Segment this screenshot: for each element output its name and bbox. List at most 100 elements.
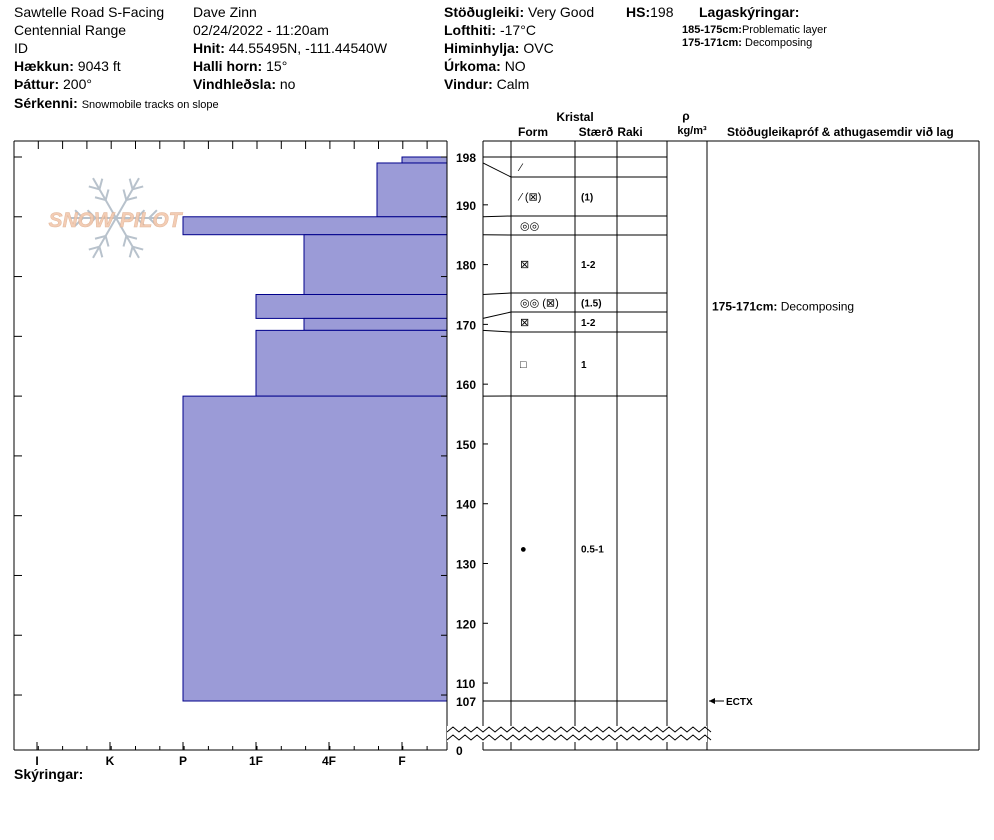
grain-size-value: (1.5) [581,299,602,310]
hardness-tick-label: F [398,754,405,768]
legend-label: Skýringar: [14,766,83,782]
grain-form-symbol: ● [520,544,527,556]
snowflake-branch [74,217,84,227]
grain-form-symbol: ◎◎ (⊠) [520,298,559,310]
elevation-value: 9043 ft [77,58,121,74]
wind-loading-label: Vindhleðsla: [193,76,276,92]
air-temp-field: Lofthiti: -17°C [444,22,536,38]
snowflake-branch [104,189,110,201]
snowflake-branch [132,185,144,191]
hardness-bar [255,293,448,319]
snowflake-branch [88,185,100,191]
layer-note-1-range: 185-175cm: [682,24,742,36]
depth-tick-label: 180 [456,259,476,273]
layer-note-2: 175-171cm: Decomposing [682,37,812,50]
wind-field: Vindur: Calm [444,76,529,92]
stability-label: Stöðugleiki: [444,4,525,20]
logo-text: SNOW PILOT [49,209,184,232]
depth-tick-label: 150 [456,438,476,452]
snowflake-arm [92,177,117,219]
snowflake-arm [115,177,140,219]
grain-form-symbol: ⁄ [517,162,524,174]
hardness-tick-label: P [179,754,187,768]
air-temp-value: -17°C [499,22,536,38]
snowflake-branch [122,235,128,247]
coords-field: Hnit: 44.55495N, -111.44540W [193,40,387,56]
grain-form-symbol: ⁄ (⊠) [517,192,541,204]
layer-note-1-text: Problematic layer [741,24,827,36]
snowflake-branch [126,234,138,240]
snowflake-branch [128,246,134,258]
depth-tick-label: 190 [456,199,476,213]
wind-label: Vindur: [444,76,493,92]
aspect-field: Þáttur: 200° [14,76,92,92]
depth-tick-label: 107 [456,695,476,709]
col-moisture: Raki [617,125,642,139]
hs-field: HS:198 [626,4,673,20]
grain-size-value: 1-2 [581,318,596,329]
legend-label-text: Skýringar: [14,766,84,782]
precip-label: Úrkoma: [444,58,501,74]
grain-form-symbol: □ [520,359,527,371]
snowflake-branch [148,217,158,227]
col-tests-title: Stöðugleikapróf & athugasemdir við lag [727,125,954,139]
location-name: Sawtelle Road S-Facing [14,4,165,20]
test-arrow-head [709,698,715,704]
layer-note-1: 185-175cm:Problematic layer [682,24,827,37]
hardness-bar [303,317,448,331]
snowflake-branch [126,196,138,202]
coords-value: 44.55495N, -111.44540W [228,40,388,56]
layer-note-2-text: Decomposing [745,37,813,49]
layer-connector [482,329,512,333]
sky-field: Himinhylja: OVC [444,40,554,56]
grain-size-value: (1) [581,193,593,204]
snowflake-branch [135,217,146,227]
air-temp-label: Lofthiti: [444,22,497,38]
depth-tick-label: 198 [456,151,476,165]
hardness-bar [401,156,448,164]
depth-tick-label: 110 [456,677,476,691]
sky-label: Himinhylja: [444,40,520,56]
snowflake-branch [148,209,158,219]
snowflake-branch [122,189,128,201]
wind-loading-value: no [279,76,296,92]
coords-label: Hnit: [193,40,225,56]
grain-size-value: 1-2 [581,260,596,271]
range-name: Centennial Range [14,22,127,38]
depth-axis: 0 107 110 120 130 140 150 160 170 180 190 198 [456,151,476,758]
snowflake-arm [115,217,140,259]
stability-field: Stöðugleiki: Very Good [444,4,594,20]
precip-field: Úrkoma: NO [444,58,526,74]
hardness-tick-label: 1F [249,754,263,768]
hardness-bar [376,162,448,218]
hardness-tick-label: K [106,754,115,768]
layer-connector [482,215,512,218]
depth-tick-label: 130 [456,558,476,572]
hardness-tick-label: 4F [322,754,336,768]
hs-label: HS: [626,4,651,20]
elevation-field: Hækkun: 9043 ft [14,58,121,74]
axis-break-zigzag [446,726,712,741]
observation-datetime: 02/24/2022 - 11:20am [193,22,329,38]
layer-notes-title-text: Lagaskýringar: [699,4,800,20]
layer-comment-range: 175-171cm: [712,299,781,313]
snowflake-branch [94,196,106,202]
snowflake-branch [135,209,146,219]
snowpilot-logo: SNOW PILOT [48,177,184,259]
hardness-bar [182,395,448,702]
hardness-plot: I K P 1F 4F F [13,140,448,768]
precip-value: NO [504,58,526,74]
snowflake-branch [104,235,110,247]
grain-form-symbol: ⊠ [520,259,529,271]
snowflake-arm [92,217,117,259]
snowflake-branch [98,246,104,258]
hardness-tick-label: I [35,754,38,768]
depth-tick-label: 170 [456,318,476,332]
snowflake-icon [70,177,162,259]
column-headers: Kristal Form Stærð Raki ρ kg/m³ Stöðugle… [518,109,954,139]
features-field: Sérkenni: Snowmobile tracks on slope [14,95,219,113]
snowflake-branch [132,245,144,251]
layer-connector [482,162,512,178]
depth-tick-label: 160 [456,378,476,392]
